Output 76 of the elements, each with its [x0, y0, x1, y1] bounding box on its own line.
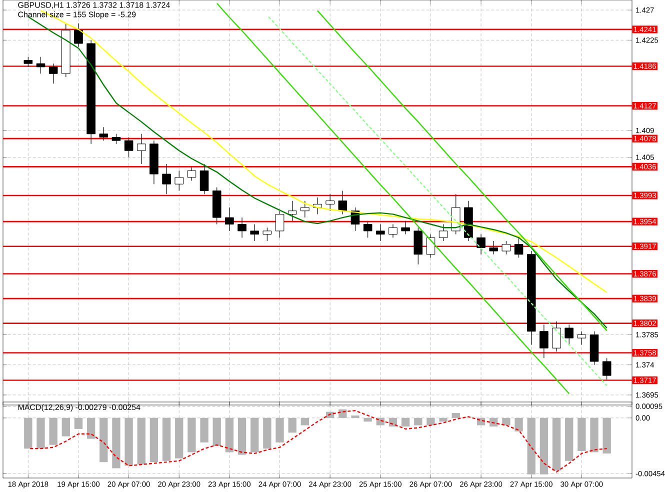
candlestick: [552, 321, 561, 352]
candlestick: [225, 207, 234, 232]
bar: [212, 418, 221, 446]
candlestick: [288, 200, 297, 222]
bar: [300, 418, 310, 426]
candlestick: [376, 224, 385, 242]
bar: [225, 418, 234, 452]
bar: [49, 418, 58, 445]
bar: [112, 418, 120, 468]
candlestick: [36, 56, 46, 74]
bar: [263, 418, 272, 449]
line-series: [216, 2, 570, 394]
candlestick: [363, 220, 372, 238]
bar: [439, 418, 448, 422]
bar: [602, 418, 611, 454]
candlestick: [414, 227, 423, 265]
bar: [490, 418, 498, 427]
bar: [502, 418, 510, 426]
bar: [162, 418, 171, 461]
bar: [351, 415, 360, 418]
bar: [514, 418, 523, 432]
candlestick: [200, 164, 209, 194]
bar: [590, 418, 598, 452]
bar: [150, 418, 158, 462]
candlestick: [338, 190, 348, 215]
bar: [414, 418, 422, 426]
candlestick: [262, 227, 272, 242]
candlestick: [112, 134, 121, 144]
candlestick: [300, 200, 310, 218]
candlestick: [489, 240, 498, 255]
candlestick: [502, 240, 511, 255]
candlestick: [174, 170, 184, 192]
candlestick: [326, 194, 334, 212]
bar: [364, 418, 372, 422]
candlestick: [124, 136, 134, 158]
candlestick: [602, 358, 612, 380]
candlestick: [514, 237, 524, 258]
bar: [452, 413, 460, 418]
bar: [36, 418, 45, 449]
bar: [565, 418, 574, 461]
bar: [62, 418, 70, 436]
candlestick: [187, 167, 196, 182]
candlestick: [238, 217, 246, 238]
bar: [426, 418, 435, 426]
candlestick: [476, 234, 486, 255]
candlestick: [401, 220, 410, 235]
candlestick: [577, 331, 586, 346]
candlestick: [99, 126, 108, 141]
bar: [124, 418, 133, 466]
candlestick: [24, 56, 33, 68]
candlestick: [426, 234, 436, 258]
bar: [200, 418, 208, 442]
bar: [288, 418, 296, 433]
bar: [552, 418, 561, 471]
bar: [86, 418, 96, 439]
candlestick: [388, 224, 398, 238]
line-series: [266, 14, 608, 386]
bar: [276, 418, 284, 442]
candlestick: [438, 224, 448, 242]
candlestick: [162, 164, 171, 194]
candlestick: [540, 324, 548, 358]
candlestick: [74, 23, 83, 48]
bar: [175, 418, 184, 458]
line-series: [316, 10, 608, 332]
candlestick: [275, 210, 284, 238]
candlestick: [250, 224, 260, 242]
bar: [100, 418, 108, 462]
bar: [238, 418, 246, 455]
candlestick: [48, 63, 58, 84]
candlestick: [564, 324, 574, 346]
bar: [401, 418, 410, 427]
candlestick: [136, 134, 146, 164]
bar: [137, 418, 146, 465]
bar: [188, 418, 196, 452]
bar: [250, 418, 259, 452]
bar: [74, 418, 83, 429]
